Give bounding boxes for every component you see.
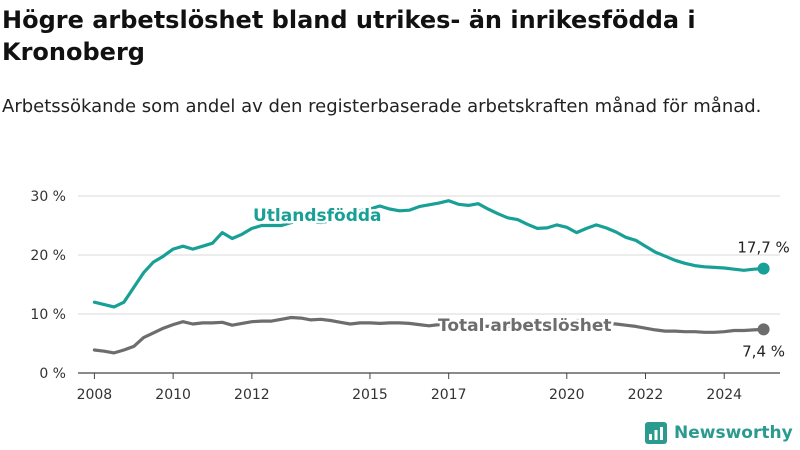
series-lines bbox=[92, 199, 770, 355]
x-tick-label: 2012 bbox=[234, 387, 270, 403]
series-label-total-arbetsloshet: Total arbetslöshet bbox=[438, 316, 612, 336]
chart-subtitle: Arbetssökande som andel av den registerb… bbox=[2, 96, 762, 117]
brand-logo: Newsworthy bbox=[645, 420, 793, 446]
y-tick-label: 30 % bbox=[30, 189, 66, 205]
y-tick-label: 20 % bbox=[30, 248, 66, 264]
end-value-label: 7,4 % bbox=[742, 342, 785, 360]
y-tick-label: 10 % bbox=[30, 307, 66, 323]
grid-lines bbox=[78, 195, 780, 374]
series-labels: 17,7 % 7,4 % Utlandsfödda Total arbetslöshe… bbox=[251, 204, 790, 361]
x-axis-ticks: 2008 2010 2012 2015 2017 2020 2022 2024 bbox=[77, 373, 742, 403]
line-utlandsfodda bbox=[92, 199, 766, 309]
y-tick-label: 0 % bbox=[39, 366, 66, 382]
series-end-point bbox=[757, 323, 770, 336]
x-tick-label: 2020 bbox=[549, 387, 585, 403]
x-tick-label: 2017 bbox=[431, 387, 467, 403]
series-end-point bbox=[757, 262, 770, 275]
x-tick-label: 2010 bbox=[155, 387, 191, 403]
line-chart: 0 % 10 % 20 % 30 % 2008 2010 2012 2015 2017 2020… bbox=[30, 189, 790, 403]
series-label-utlandsfodda: Utlandsfödda bbox=[253, 206, 382, 226]
line-total-arbetsloshet bbox=[92, 315, 766, 355]
newsworthy-logo-icon bbox=[645, 422, 667, 444]
x-tick-label: 2022 bbox=[628, 387, 664, 403]
brand-name: Newsworthy bbox=[674, 423, 793, 443]
end-value-label: 17,7 % bbox=[737, 239, 789, 257]
x-tick-label: 2024 bbox=[706, 387, 742, 403]
x-tick-label: 2008 bbox=[77, 387, 113, 403]
y-axis-ticks: 0 % 10 % 20 % 30 % bbox=[30, 189, 66, 382]
x-tick-label: 2015 bbox=[352, 387, 388, 403]
chart-title: Högre arbetslöshet bland utrikes- än inr… bbox=[2, 6, 696, 66]
